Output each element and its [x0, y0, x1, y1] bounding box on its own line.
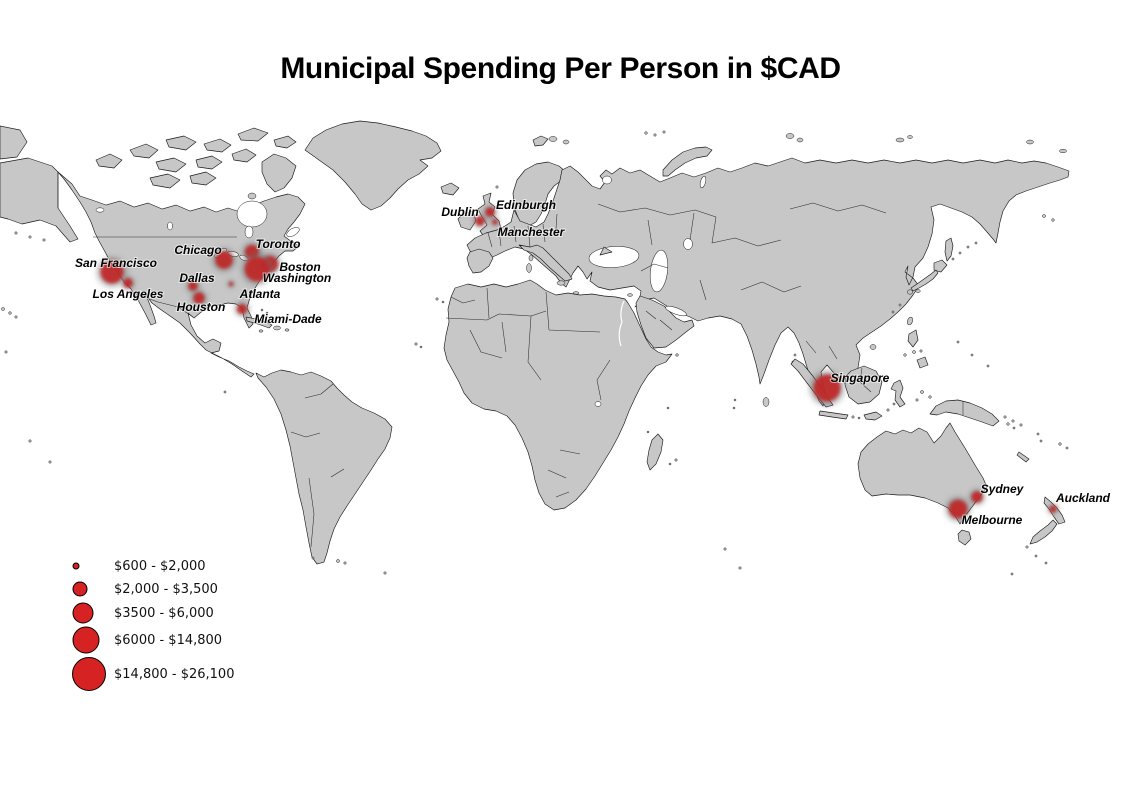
crimea	[599, 246, 613, 256]
bubble-sydney	[969, 489, 985, 505]
landmass-africa	[443, 279, 673, 511]
label-houston: Houston	[177, 300, 226, 314]
landmass-hokkaido	[933, 259, 948, 273]
legend-label-4: $14,800 - $26,100	[114, 667, 234, 682]
great-bear-lake	[95, 207, 105, 213]
hudson-bay	[236, 200, 268, 228]
legend-label-2: $3500 - $6,000	[114, 606, 214, 621]
bubble-melbourne	[945, 496, 971, 522]
landmass-south-america	[255, 369, 393, 565]
caribbean-islands	[245, 308, 290, 333]
label-manchester: Manchester	[498, 225, 566, 239]
legend: $600 - $2,000 $2,000 - $3,500 $3500 - $6…	[72, 559, 234, 691]
landmasses	[0, 120, 1070, 576]
landmass-timor	[863, 411, 883, 421]
bubble-edinburgh	[483, 205, 497, 219]
bubble-chicago	[212, 248, 236, 272]
mediterranean-islands	[526, 254, 633, 297]
city-labels: San Francisco Los Angeles Chicago Dallas…	[74, 197, 1112, 528]
gulf-of-ob	[699, 175, 707, 189]
white-sea	[602, 175, 612, 185]
label-los-angeles: Los Angeles	[93, 287, 164, 301]
bubble-dallas	[186, 279, 200, 293]
shetland-speck	[495, 185, 499, 189]
bubble-san-francisco	[97, 257, 127, 287]
bubble-washington	[241, 253, 273, 285]
landmass-iceland	[440, 182, 460, 196]
label-san-francisco: San Francisco	[75, 256, 157, 270]
chart-title: Municipal Spending Per Person in $CAD	[280, 52, 841, 85]
legend-marker-3	[72, 626, 100, 654]
label-washington: Washington	[263, 271, 331, 285]
bubble-manchester	[490, 217, 500, 227]
bubble-dublin	[473, 214, 487, 228]
lake-winnipeg	[167, 221, 173, 231]
pacific-specks	[1, 307, 1069, 464]
caspian-sea	[649, 249, 669, 293]
label-edinburgh: Edinburgh	[496, 198, 556, 212]
legend-label-3: $6000 - $14,800	[114, 633, 222, 648]
landmass-ireland	[457, 210, 477, 231]
bubble-houston	[191, 290, 207, 306]
landmass-java	[818, 410, 849, 420]
landmass-iberia	[466, 248, 494, 274]
aral-sea	[683, 238, 693, 250]
landmass-chukotka-wrap	[0, 125, 28, 160]
bubble-los-angeles	[121, 276, 135, 290]
nile-river	[618, 300, 625, 347]
gulf-st-lawrence	[286, 227, 300, 237]
landmass-sakhalin	[944, 237, 954, 262]
landmass-tasmania	[957, 529, 972, 546]
label-singapore: Singapore	[831, 371, 890, 385]
persian-gulf	[665, 305, 687, 317]
southern-ocean-specks	[311, 297, 1048, 576]
northeast-asia-islands	[891, 148, 1067, 314]
landmass-sulawesi	[890, 379, 906, 408]
label-boston: Boston	[279, 260, 320, 274]
landmass-scandinavia	[512, 161, 567, 228]
bubble-auckland	[1047, 503, 1059, 515]
east-asia-islands	[869, 316, 929, 369]
legend-marker-1	[72, 581, 88, 597]
lake-victoria	[594, 401, 602, 407]
james-bay	[244, 225, 254, 239]
country-borders	[57, 172, 964, 548]
bubble-singapore	[809, 370, 845, 406]
indian-ocean-specks	[646, 353, 797, 466]
bubble-atlanta	[227, 280, 235, 288]
arctic-russia-islands	[532, 130, 1034, 177]
label-auckland: Auckland	[1055, 491, 1111, 505]
label-toronto: Toronto	[256, 237, 301, 251]
lakes-and-seas	[95, 175, 707, 407]
landmass-italy	[518, 244, 573, 282]
bubble-miami-dade	[234, 301, 250, 317]
landmass-alaska	[0, 157, 79, 243]
label-chicago: Chicago	[174, 243, 221, 257]
label-sydney: Sydney	[981, 482, 1025, 496]
legend-marker-4	[72, 657, 106, 691]
label-miami-dade: Miami-Dade	[254, 312, 322, 326]
legend-label-0: $600 - $2,000	[114, 559, 206, 574]
aleutian-islands	[14, 231, 46, 242]
legend-label-1: $2,000 - $3,500	[114, 582, 218, 597]
landmass-honshu	[910, 269, 939, 292]
landmass-madagascar	[646, 433, 664, 471]
legend-marker-0	[72, 562, 80, 570]
label-dublin: Dublin	[441, 205, 478, 219]
legend-marker-2	[72, 602, 94, 624]
label-atlanta: Atlanta	[239, 287, 281, 301]
landmass-new-guinea	[929, 399, 1000, 427]
label-dallas: Dallas	[179, 271, 215, 285]
label-melbourne: Melbourne	[962, 513, 1023, 527]
arctic-islands	[95, 127, 297, 200]
landmass-greenland	[304, 120, 442, 211]
city-bubbles	[97, 205, 1059, 522]
